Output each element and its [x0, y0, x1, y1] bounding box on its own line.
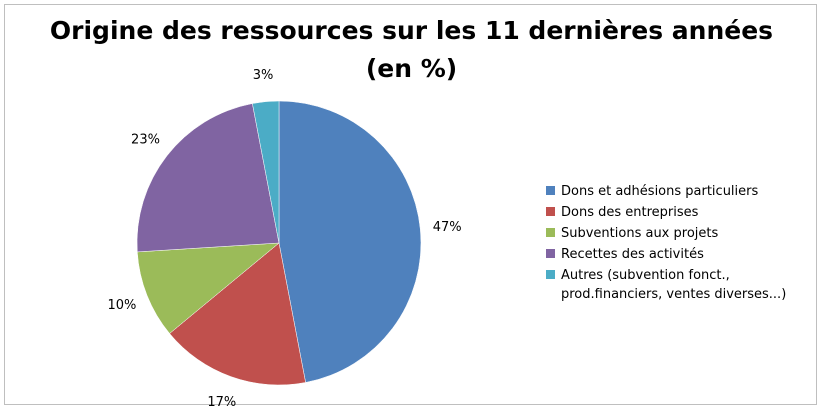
legend-swatch [546, 228, 555, 237]
legend-label: Dons des entreprises [561, 205, 699, 220]
chart-title-line2: (en %) [365, 54, 458, 83]
slice-autres [252, 100, 280, 244]
legend-label: Dons et adhésions particuliers [561, 184, 759, 199]
pie-data-labels: 47% 17% 10% 23% 3% [107, 68, 461, 410]
legend-item-recettes-activites: Recettes des activités [546, 245, 816, 264]
slice-dons-particuliers [278, 100, 422, 383]
data-label: 3% [253, 68, 274, 83]
data-label: 23% [131, 132, 160, 147]
legend-item-dons-entreprises: Dons des entreprises [546, 203, 816, 222]
legend-item-autres: Autres (subvention fonct., prod.financie… [546, 266, 816, 304]
legend-label: Autres (subvention fonct., prod.financie… [561, 268, 787, 302]
legend-swatch [546, 270, 555, 279]
legend-swatch [546, 249, 555, 258]
legend-label: Subventions aux projets [561, 226, 719, 241]
pie-slices [136, 100, 422, 386]
legend-swatch [546, 207, 555, 216]
legend-label: Recettes des activités [561, 247, 704, 262]
slice-subventions-projets [137, 242, 280, 334]
legend-item-dons-particuliers: Dons et adhésions particuliers [546, 182, 816, 201]
slice-recettes-activites [136, 103, 280, 253]
legend-swatch [546, 186, 555, 195]
chart-title-line1: Origine des ressources sur les 11 derniè… [49, 16, 774, 45]
legend-item-subventions-projets: Subventions aux projets [546, 224, 816, 243]
data-label: 10% [107, 298, 136, 313]
slice-dons-entreprises [169, 242, 306, 386]
data-label: 47% [433, 220, 462, 235]
data-label: 17% [207, 395, 236, 410]
chart-title: Origine des ressources sur les 11 derniè… [0, 12, 823, 88]
legend: Dons et adhésions particuliers Dons des … [546, 182, 816, 306]
